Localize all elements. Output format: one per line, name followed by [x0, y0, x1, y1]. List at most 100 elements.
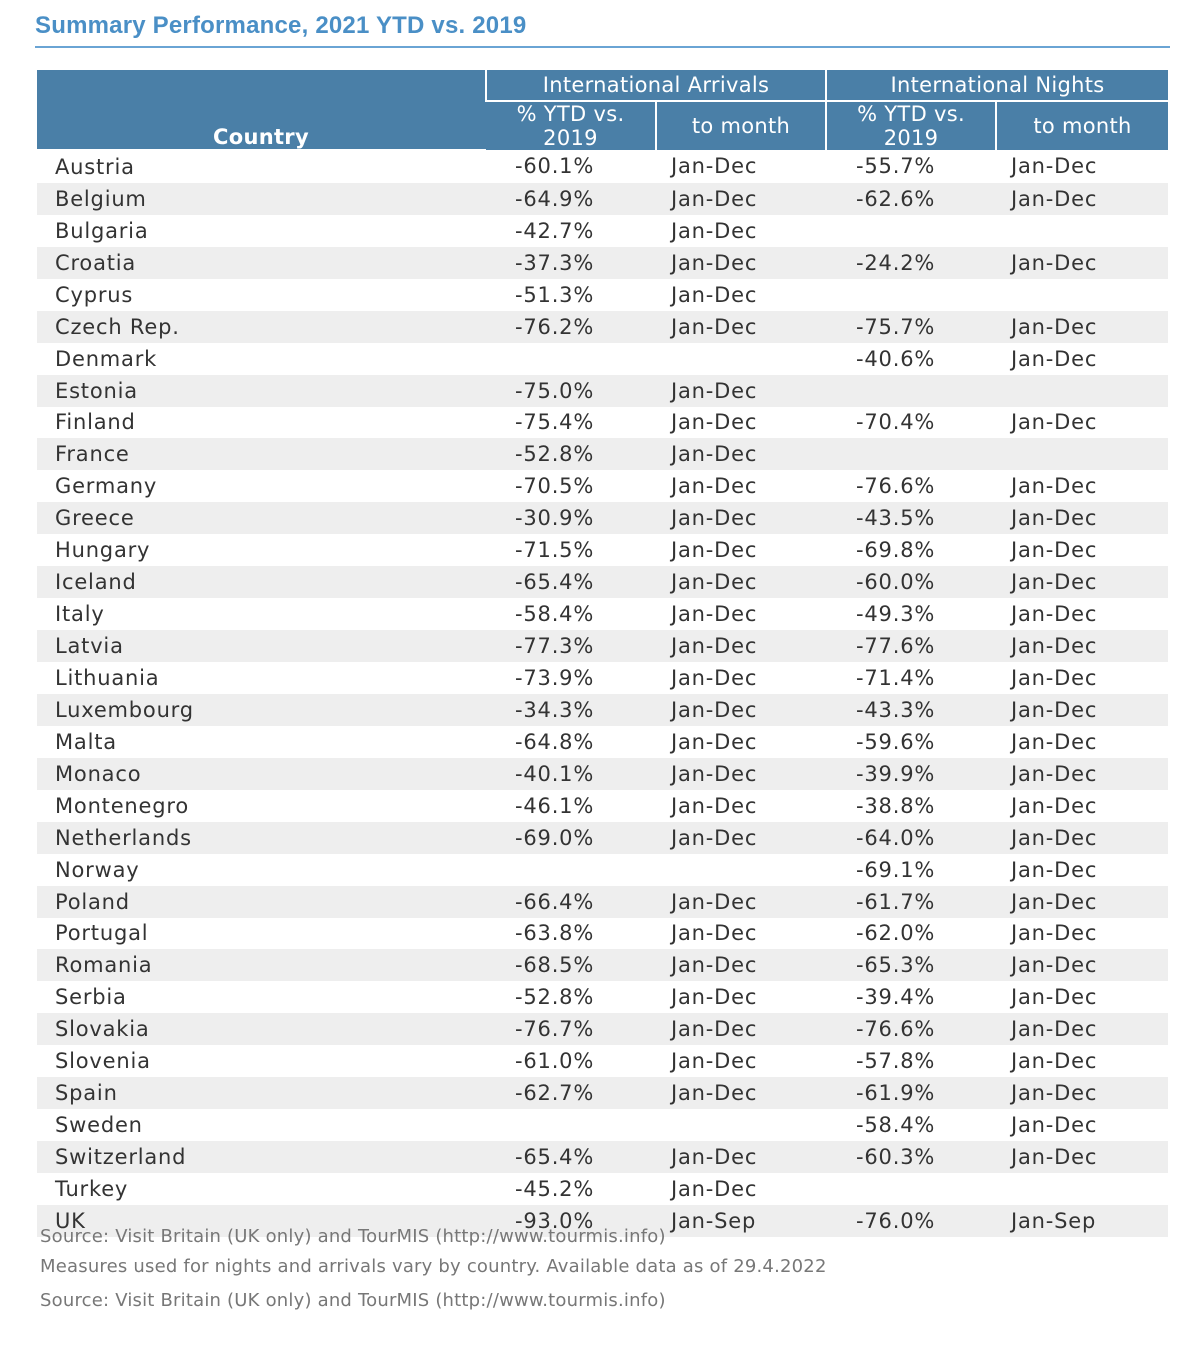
table-row: Spain -62.7% Jan-Dec -61.9% Jan-Dec: [37, 1077, 1169, 1110]
arrivals-pct-cell: -76.2%: [486, 310, 656, 343]
nights-pct-cell: -64.0%: [826, 821, 997, 854]
nights-month-cell: Jan-Dec: [1011, 154, 1098, 179]
arrivals-pct-cell: -40.1%: [486, 757, 656, 790]
header-arrivals-month: to month: [654, 101, 827, 150]
arrivals-month-cell: Jan-Dec: [656, 374, 827, 407]
arrivals-pct-cell: -63.8%: [515, 921, 595, 946]
nights-pct-cell: -43.5%: [826, 502, 997, 535]
table-row: Slovenia -61.0% Jan-Dec -57.8% Jan-Dec: [37, 1045, 1168, 1077]
arrivals-pct-cell: -65.4%: [486, 566, 656, 599]
arrivals-month-cell: Jan-Dec: [671, 1176, 758, 1201]
arrivals-month-cell: Jan-Dec: [656, 566, 827, 599]
arrivals-month-cell: Jan-Dec: [656, 757, 827, 790]
nights-month-cell: Jan-Dec: [1011, 985, 1098, 1010]
country-cell: Switzerland: [37, 1141, 486, 1173]
nights-pct-cell: -43.3%: [826, 693, 997, 726]
table-row: Cyprus -51.3% Jan-Dec: [37, 279, 1168, 311]
source-note-repeat: Source: Visit Britain (UK only) and Tour…: [40, 1290, 666, 1311]
country-cell: Bulgaria: [55, 218, 149, 243]
country-cell: Poland: [37, 885, 486, 918]
table-row: France -52.8% Jan-Dec: [37, 438, 1169, 471]
nights-month-cell: Jan-Dec: [1011, 346, 1098, 371]
table-row: Switzerland -65.4% Jan-Dec -60.3% Jan-Dec: [37, 1141, 1169, 1173]
title-divider: [35, 46, 1170, 48]
country-cell: Croatia: [37, 246, 486, 279]
nights-pct-cell: -70.4%: [856, 410, 936, 435]
country-cell: Finland: [55, 410, 136, 435]
nights-month-cell: Jan-Dec: [1011, 729, 1098, 754]
arrivals-month-cell: Jan-Dec: [656, 1077, 827, 1110]
nights-pct-cell: -55.7%: [856, 154, 936, 179]
table-row: Austria -60.1% Jan-Dec -55.7% Jan-Dec: [37, 150, 1168, 183]
nights-pct-cell: -76.6%: [856, 474, 936, 499]
nights-month-cell: Jan-Dec: [1011, 793, 1098, 818]
arrivals-pct-cell: -51.3%: [515, 282, 595, 307]
source-note: Source: Visit Britain (UK only) and Tour…: [40, 1226, 666, 1247]
table-row: Greece -30.9% Jan-Dec -43.5% Jan-Dec: [37, 502, 1169, 535]
nights-pct-cell: [826, 1173, 996, 1205]
arrivals-pct-cell: -34.3%: [486, 693, 656, 726]
country-cell: Montenegro: [55, 793, 190, 818]
nights-month-cell: Jan-Dec: [996, 821, 1169, 854]
nights-month-cell: Jan-Dec: [996, 246, 1169, 279]
header-nights-month: to month: [995, 101, 1169, 150]
table-row: Hungary -71.5% Jan-Dec -69.8% Jan-Dec: [37, 534, 1168, 566]
arrivals-month-cell: Jan-Dec: [671, 985, 758, 1010]
arrivals-pct-cell: -52.8%: [486, 438, 656, 471]
arrivals-month-cell: Jan-Dec: [671, 793, 758, 818]
table-row: Belgium -64.9% Jan-Dec -62.6% Jan-Dec: [37, 182, 1169, 215]
table-body: Austria -60.1% Jan-Dec -55.7% Jan-Dec Belgium…: [37, 150, 1169, 1237]
arrivals-month-cell: Jan-Dec: [656, 438, 827, 471]
country-cell: Lithuania: [55, 665, 160, 690]
arrivals-pct-cell: -65.4%: [486, 1141, 656, 1173]
table-row: Lithuania -73.9% Jan-Dec -71.4% Jan-Dec: [37, 662, 1168, 694]
nights-pct-cell: [826, 279, 996, 311]
nights-month-cell: Jan-Dec: [996, 630, 1169, 662]
arrivals-month-cell: [656, 854, 826, 886]
arrivals-pct-cell: -61.0%: [515, 1049, 595, 1074]
nights-pct-cell: [826, 438, 997, 471]
arrivals-pct-cell: -68.5%: [486, 949, 656, 982]
country-cell: Spain: [37, 1077, 486, 1110]
arrivals-month-cell: Jan-Dec: [656, 182, 827, 215]
table-row: Serbia -52.8% Jan-Dec -39.4% Jan-Dec: [37, 981, 1168, 1013]
nights-pct-cell: -61.7%: [826, 885, 997, 918]
arrivals-month-cell: Jan-Dec: [656, 310, 827, 343]
country-cell: Slovakia: [37, 1013, 486, 1046]
arrivals-month-cell: Jan-Dec: [656, 502, 827, 535]
arrivals-month-cell: Jan-Dec: [671, 282, 758, 307]
arrivals-month-cell: [656, 343, 826, 375]
arrivals-month-cell: Jan-Dec: [671, 921, 758, 946]
nights-month-cell: Jan-Sep: [996, 1204, 1169, 1237]
arrivals-pct-cell: -60.1%: [515, 154, 595, 179]
arrivals-pct-cell: -73.9%: [515, 665, 595, 690]
arrivals-pct-cell: -64.8%: [515, 729, 595, 754]
arrivals-month-cell: Jan-Dec: [671, 729, 758, 754]
country-cell: Czech Rep.: [37, 310, 486, 343]
table-row: Portugal -63.8% Jan-Dec -62.0% Jan-Dec: [37, 918, 1168, 950]
table-header: Country International Arrivals Internati…: [37, 70, 1169, 151]
nights-month-cell: Jan-Dec: [996, 1077, 1169, 1110]
table-row: Malta -64.8% Jan-Dec -59.6% Jan-Dec: [37, 726, 1168, 758]
nights-month-cell: Jan-Dec: [1011, 410, 1098, 435]
nights-month-cell: Jan-Dec: [996, 1013, 1169, 1046]
table-row: Monaco -40.1% Jan-Dec -39.9% Jan-Dec: [37, 757, 1169, 790]
arrivals-month-cell: Jan-Dec: [656, 821, 827, 854]
nights-month-cell: Jan-Dec: [996, 310, 1169, 343]
table-row: Iceland -65.4% Jan-Dec -60.0% Jan-Dec: [37, 566, 1169, 599]
nights-month-cell: Jan-Dec: [996, 566, 1169, 599]
nights-pct-cell: -49.3%: [856, 602, 936, 627]
nights-pct-cell: -69.1%: [856, 857, 936, 882]
arrivals-month-cell: Jan-Dec: [671, 538, 758, 563]
page-title: Summary Performance, 2021 YTD vs. 2019: [35, 12, 527, 39]
table-row: Bulgaria -42.7% Jan-Dec: [37, 215, 1168, 247]
nights-month-cell: [996, 215, 1168, 247]
table-row: Romania -68.5% Jan-Dec -65.3% Jan-Dec: [37, 949, 1169, 982]
country-cell: Portugal: [55, 921, 149, 946]
nights-month-cell: [996, 279, 1168, 311]
table-row: Latvia -77.3% Jan-Dec -77.6% Jan-Dec: [37, 630, 1169, 662]
nights-pct-cell: [826, 215, 996, 247]
nights-pct-cell: -61.9%: [826, 1077, 997, 1110]
arrivals-pct-cell: -64.9%: [486, 182, 656, 215]
table-row: Denmark -40.6% Jan-Dec: [37, 343, 1168, 375]
